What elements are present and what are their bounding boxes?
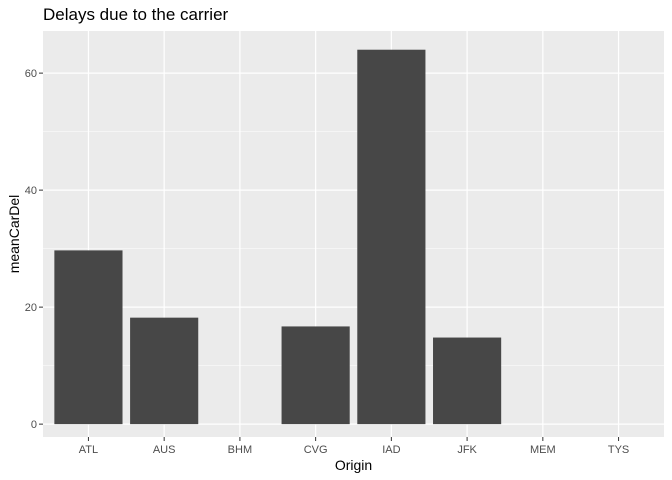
y-tick-label: 0 (31, 419, 37, 431)
x-tick-label: BHM (228, 444, 252, 456)
y-axis: 0 20 40 60 (25, 68, 43, 431)
y-tick-label: 40 (25, 185, 37, 197)
x-axis: ATL AUS BHM CVG IAD JFK MEM TYS (79, 437, 629, 456)
bar-atl (54, 250, 123, 425)
chart-title: Delays due to the carrier (43, 5, 229, 24)
bar-cvg (281, 326, 350, 425)
x-tick-label: TYS (608, 444, 629, 456)
bars (54, 49, 502, 425)
y-axis-title: meanCarDel (6, 195, 22, 274)
x-tick-label: IAD (382, 444, 400, 456)
x-tick-label: CVG (304, 444, 328, 456)
x-tick-label: AUS (153, 444, 176, 456)
bar-iad (357, 49, 426, 425)
bar-aus (130, 317, 199, 425)
y-tick-label: 60 (25, 68, 37, 80)
x-axis-title: Origin (335, 457, 372, 473)
bar-jfk (433, 337, 502, 425)
y-tick-label: 20 (25, 302, 37, 314)
x-tick-label: MEM (530, 444, 556, 456)
x-tick-label: ATL (79, 444, 98, 456)
x-tick-label: JFK (457, 444, 477, 456)
